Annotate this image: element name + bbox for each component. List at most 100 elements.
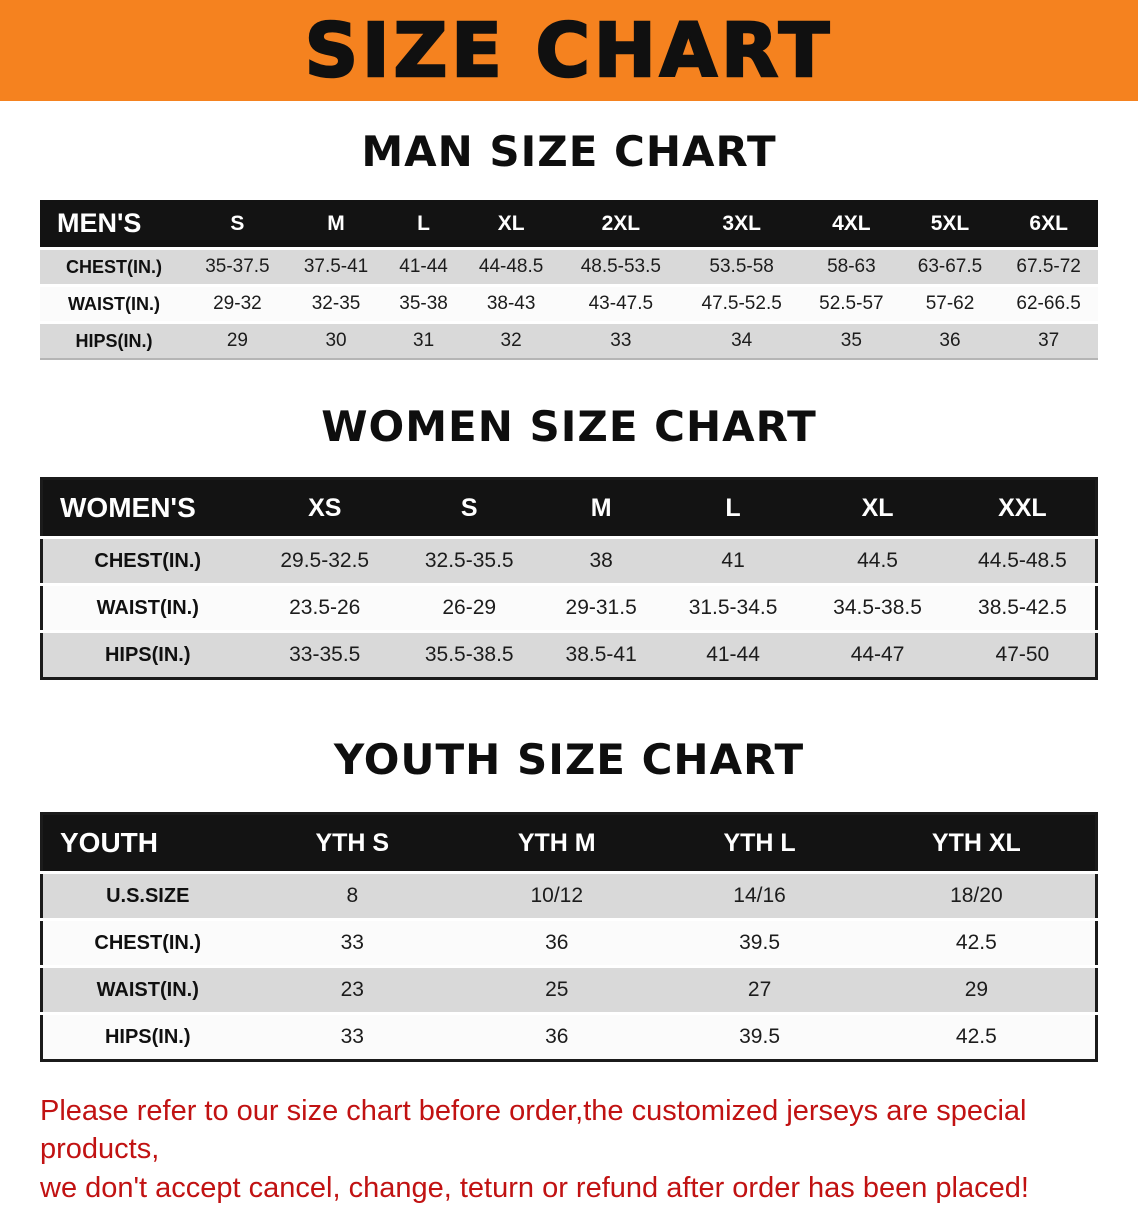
size-value-cell: 33	[610, 330, 632, 351]
size-value-cell: 14/16	[733, 884, 786, 907]
size-column-header: L	[660, 478, 806, 538]
size-value-cell: 35.5-38.5	[424, 643, 514, 666]
size-value-cell: 33	[340, 931, 364, 954]
row-label: HIPS(IN.)	[75, 330, 153, 351]
size-value-cell: 37.5-41	[303, 256, 369, 277]
size-column-header: XL	[461, 200, 561, 249]
size-value-cell: 33	[340, 1025, 364, 1048]
table-header-row: YOUTH YTH S YTH M YTH L YTH XL	[41, 813, 1097, 873]
size-value-cell: 41-44	[399, 256, 448, 277]
size-value-cell: 34.5-38.5	[833, 596, 922, 619]
size-value-cell: 47.5-52.5	[701, 293, 782, 314]
disclaimer: Please refer to our size chart before or…	[40, 1092, 1128, 1207]
size-column-header: 3XL	[681, 200, 803, 249]
page-title: SIZE CHART	[304, 7, 834, 94]
size-column-header: 6XL	[999, 200, 1098, 249]
row-label: WAIST(IN.)	[96, 978, 199, 1001]
size-column-header: M	[541, 478, 661, 538]
size-column-header: YTH XL	[857, 813, 1097, 873]
table-row: HIPS(IN.) 33 36 39.5 42.5	[41, 1013, 1097, 1061]
table-corner-label: MEN'S	[40, 200, 189, 249]
size-value-cell: 26-29	[442, 596, 497, 619]
size-value-cell: 32.5-35.5	[424, 549, 514, 572]
size-value-cell: 38-43	[486, 293, 536, 314]
row-label: WAIST(IN.)	[68, 293, 161, 314]
size-value-cell: 31	[413, 330, 435, 351]
size-value-cell: 29-31.5	[565, 596, 637, 619]
size-value-cell: 42.5	[955, 931, 997, 954]
table-row: CHEST(IN.) 29.5-32.5 32.5-35.5 38 41 44.5 44.5…	[41, 537, 1097, 585]
size-value-cell: 44-47	[850, 643, 905, 666]
size-value-cell: 8	[346, 884, 359, 907]
size-column-header: YTH M	[452, 813, 662, 873]
row-label: U.S.SIZE	[106, 884, 190, 907]
size-value-cell: 38.5-41	[565, 643, 637, 666]
size-column-header: L	[385, 200, 462, 249]
size-value-cell: 32	[500, 330, 522, 351]
size-value-cell: 63-67.5	[917, 256, 983, 277]
size-value-cell: 35	[840, 330, 862, 351]
size-column-header: 5XL	[900, 200, 1000, 249]
table-row: WAIST(IN.) 23.5-26 26-29 29-31.5 31.5-34.5 34…	[41, 584, 1097, 632]
size-value-cell: 44.5-48.5	[978, 549, 1067, 572]
size-value-cell: 23.5-26	[289, 596, 361, 619]
row-label: CHEST(IN.)	[94, 549, 202, 572]
size-value-cell: 67.5-72	[1016, 256, 1081, 277]
youth-section-heading: YOUTH SIZE CHART	[333, 735, 805, 784]
size-value-cell: 29	[964, 978, 989, 1001]
banner: SIZE CHART	[0, 0, 1138, 101]
size-column-header: M	[286, 200, 386, 249]
size-value-cell: 42.5	[955, 1025, 997, 1048]
size-value-cell: 41	[721, 549, 745, 572]
size-value-cell: 41-44	[706, 643, 760, 666]
size-value-cell: 44-48.5	[478, 256, 544, 277]
size-value-cell: 35-38	[399, 293, 448, 314]
size-column-header: S	[396, 478, 542, 538]
size-value-cell: 53.5-58	[709, 256, 774, 277]
table-corner-label: WOMEN'S	[41, 478, 253, 538]
size-value-cell: 43-47.5	[588, 293, 654, 314]
size-value-cell: 39.5	[739, 931, 780, 954]
row-label: CHEST(IN.)	[66, 256, 163, 277]
man-size-chart-section: MAN SIZE CHART MEN'S S M L XL 2XL 3XL 4XL 5XL 6XL…	[0, 127, 1138, 360]
disclaimer-line-1: Please refer to our size chart before or…	[40, 1095, 1027, 1166]
size-value-cell: 18/20	[950, 884, 1003, 907]
size-value-cell: 38	[589, 549, 613, 572]
size-column-header: XXL	[949, 478, 1097, 538]
row-label: HIPS(IN.)	[104, 643, 191, 666]
size-value-cell: 48.5-53.5	[580, 256, 661, 277]
size-value-cell: 58-63	[827, 256, 876, 277]
size-value-cell: 25	[545, 978, 569, 1001]
size-value-cell: 57-62	[925, 293, 975, 314]
women-size-chart-section: WOMEN SIZE CHART WOMEN'S XS S M L XL XXL CHEST(…	[0, 402, 1138, 680]
size-value-cell: 44.5	[857, 549, 898, 572]
size-value-cell: 29.5-32.5	[280, 549, 370, 572]
men-size-table: MEN'S S M L XL 2XL 3XL 4XL 5XL 6XL CHEST(IN.) 35-37…	[40, 200, 1098, 360]
size-value-cell: 23	[340, 978, 364, 1001]
size-value-cell: 36	[939, 330, 961, 351]
table-row: WAIST(IN.) 29-32 32-35 35-38 38-43 43-47.5 47.…	[40, 285, 1098, 323]
man-section-heading: MAN SIZE CHART	[361, 127, 777, 176]
women-section-heading: WOMEN SIZE CHART	[321, 402, 817, 451]
size-value-cell: 29-32	[213, 293, 262, 314]
table-header-row: WOMEN'S XS S M L XL XXL	[41, 478, 1097, 538]
size-value-cell: 52.5-57	[819, 293, 884, 314]
table-row: CHEST(IN.) 35-37.5 37.5-41 41-44 44-48.5 48.5…	[40, 248, 1098, 286]
size-column-header: YTH S	[252, 813, 453, 873]
size-value-cell: 29	[226, 330, 248, 351]
table-corner-label: YOUTH	[41, 813, 253, 873]
size-column-header: XS	[252, 478, 397, 538]
size-column-header: XL	[805, 478, 950, 538]
size-value-cell: 47-50	[995, 643, 1050, 666]
size-column-header: S	[188, 200, 287, 249]
size-column-header: YTH L	[661, 813, 858, 873]
table-row: HIPS(IN.) 33-35.5 35.5-38.5 38.5-41 41-44 44-…	[41, 631, 1097, 679]
size-column-header: 4XL	[802, 200, 901, 249]
size-value-cell: 10/12	[530, 884, 584, 907]
size-column-header: 2XL	[560, 200, 682, 249]
table-header-row: MEN'S S M L XL 2XL 3XL 4XL 5XL 6XL	[40, 200, 1098, 249]
row-label: HIPS(IN.)	[104, 1025, 191, 1048]
disclaimer-line-2: we don't accept cancel, change, teturn o…	[40, 1171, 1029, 1204]
size-value-cell: 31.5-34.5	[688, 596, 778, 619]
